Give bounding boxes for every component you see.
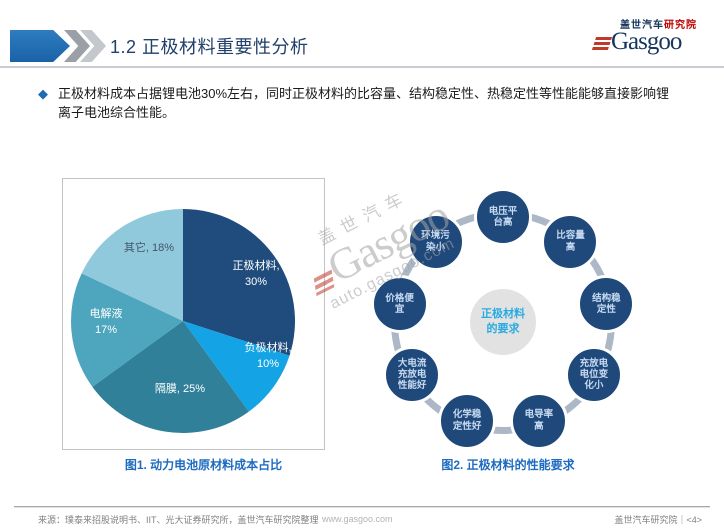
ring-bubble-大电流充放电性能好: 大电流 充放电 性能好 (383, 345, 442, 404)
pie-label-正极材料: 正极材料, 30% (232, 260, 280, 288)
ring-center-circle: 正极材料 的要求 (470, 289, 536, 355)
logo-en-text: Gasgoo (611, 28, 682, 55)
footer-url: www.gasgoo.com (322, 514, 393, 524)
bullet-text: 正极材料成本占据锂电池30%左右，同时正极材料的比容量、结构稳定性、热稳定性等性… (58, 86, 670, 120)
pie-chart-panel: 正极材料, 30% 负极材料, 10% 隔膜, 25% 电解液 17% 其它, 18% (62, 178, 325, 450)
pie-chart (71, 209, 295, 433)
footer-divider (14, 506, 710, 508)
footer-page-number: 盖世汽车研究院｜<4> (614, 515, 702, 525)
page-title: 1.2 正极材料重要性分析 (110, 37, 309, 57)
ring-bubble-电压平台高: 电压平 台高 (474, 188, 532, 246)
ring-bubble-电导率高: 电导率 高 (509, 391, 568, 450)
pie-label-其它: 其它, 18% (123, 242, 175, 254)
figure2-caption: 图2. 正极材料的性能要求 (441, 458, 575, 472)
pie-label-隔膜: 隔膜, 25% (154, 383, 206, 395)
ring-bubble-化学稳定性好: 化学稳 定性好 (438, 391, 497, 450)
gasgoo-stripes-icon (591, 37, 613, 50)
logo-cn-blue: 盖世汽车 (620, 20, 664, 31)
ring-bubble-结构稳定性: 结构稳 定性 (577, 274, 636, 333)
bullet-row: ◆ 正极材料成本占据锂电池30%左右，同时正极材料的比容量、结构稳定性、热稳定性… (38, 84, 688, 122)
ring-bubble-价格便宜: 价格便 宜 (370, 274, 429, 333)
ring-bubble-比容量高: 比容量 高 (541, 212, 600, 271)
figure1-caption: 图1. 动力电池原材料成本占比 (124, 458, 283, 472)
pie-slice-其它 (81, 209, 183, 321)
gasgoo-logo: 盖世汽车研究院 Gasgoo (591, 16, 704, 55)
header-arrow-shape (10, 30, 70, 62)
ring-bubble-充放电电位变化小: 充放电 电位变 化小 (564, 345, 623, 404)
logo-cn-red: 研究院 (664, 20, 697, 31)
pie-label-负极材料: 负极材料, 10% (244, 342, 292, 370)
ring-bubble-环境污染小: 环境污 染小 (406, 212, 465, 271)
footer-source: 来源：璞泰来招股说明书、IIT、光大证券研究所，盖世汽车研究院整理 (38, 515, 319, 525)
pie-slice-隔膜 (92, 321, 249, 433)
pie-slice-正极材料 (183, 209, 295, 356)
pie-label-电解液: 电解液 17% (89, 308, 123, 336)
ring-diagram-panel: 正极材料 的要求 电压平 台高 比容量 高结构稳 定性充放电 电位变 化小 电导率 … (370, 180, 708, 460)
logo-cn-text: 盖世汽车研究院 (620, 16, 704, 31)
pie-slice-负极材料 (183, 321, 290, 412)
pie-slice-电解液 (71, 273, 183, 387)
bullet-diamond-icon: ◆ (38, 86, 48, 101)
header-divider (0, 66, 724, 68)
